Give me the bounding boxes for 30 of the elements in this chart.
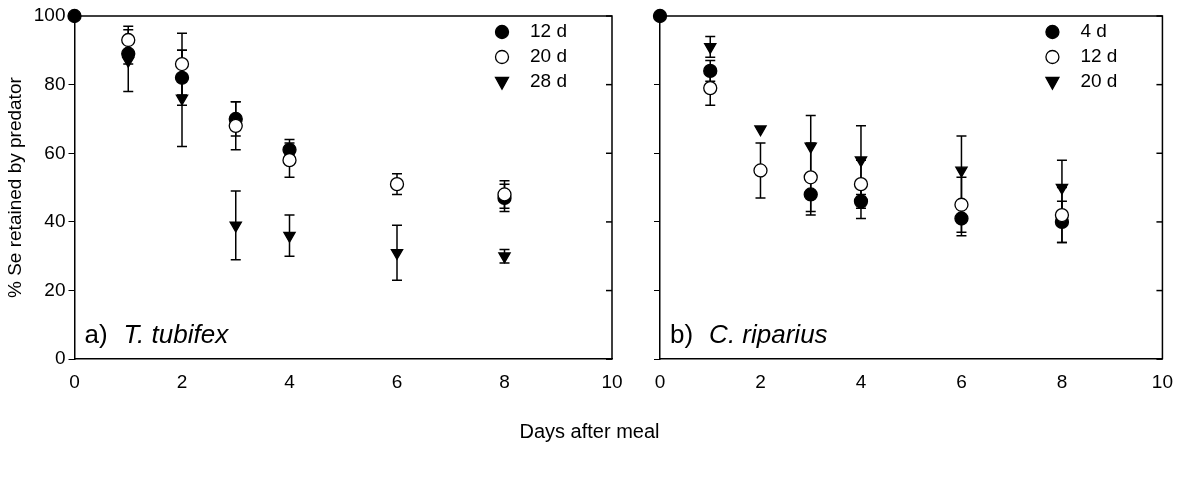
x-tick-label: 8 bbox=[1056, 370, 1068, 392]
y-tick-label: 40 bbox=[44, 210, 66, 232]
x-tick-label: 6 bbox=[391, 370, 403, 392]
y-tick-label: 100 bbox=[33, 4, 66, 26]
x-tick-label: 0 bbox=[654, 370, 666, 392]
x-tick-label: 4 bbox=[284, 370, 296, 392]
legend-label: 4 d bbox=[1080, 20, 1107, 42]
x-tick-label: 0 bbox=[69, 370, 80, 392]
legend-label: 12 d bbox=[1080, 45, 1118, 67]
x-tick-label: 4 bbox=[855, 370, 867, 392]
legend-label: 20 d bbox=[1080, 70, 1118, 92]
annotation: C. riparius bbox=[709, 319, 828, 350]
legend-label: 12 d bbox=[530, 20, 567, 42]
x-tick-label: 10 bbox=[1151, 370, 1173, 392]
annotation: b) bbox=[670, 319, 694, 350]
annotation: T. tubifex bbox=[123, 319, 230, 350]
legend-label: 28 d bbox=[530, 70, 567, 92]
x-axis-title: Days after meal bbox=[518, 420, 661, 443]
legend-label: 20 d bbox=[530, 45, 567, 67]
y-tick-label: 80 bbox=[44, 72, 66, 94]
x-tick-label: 6 bbox=[956, 370, 967, 392]
x-tick-label: 8 bbox=[499, 370, 510, 392]
x-tick-label: 10 bbox=[601, 370, 623, 392]
x-tick-label: 2 bbox=[176, 370, 188, 392]
y-tick-label: 60 bbox=[44, 141, 66, 163]
x-tick-label: 2 bbox=[755, 370, 766, 392]
y-axis-title: % Se retained by predator bbox=[3, 76, 25, 298]
annotation: a) bbox=[84, 319, 108, 350]
y-tick-label: 0 bbox=[54, 347, 66, 369]
y-tick-label: 20 bbox=[44, 278, 66, 300]
